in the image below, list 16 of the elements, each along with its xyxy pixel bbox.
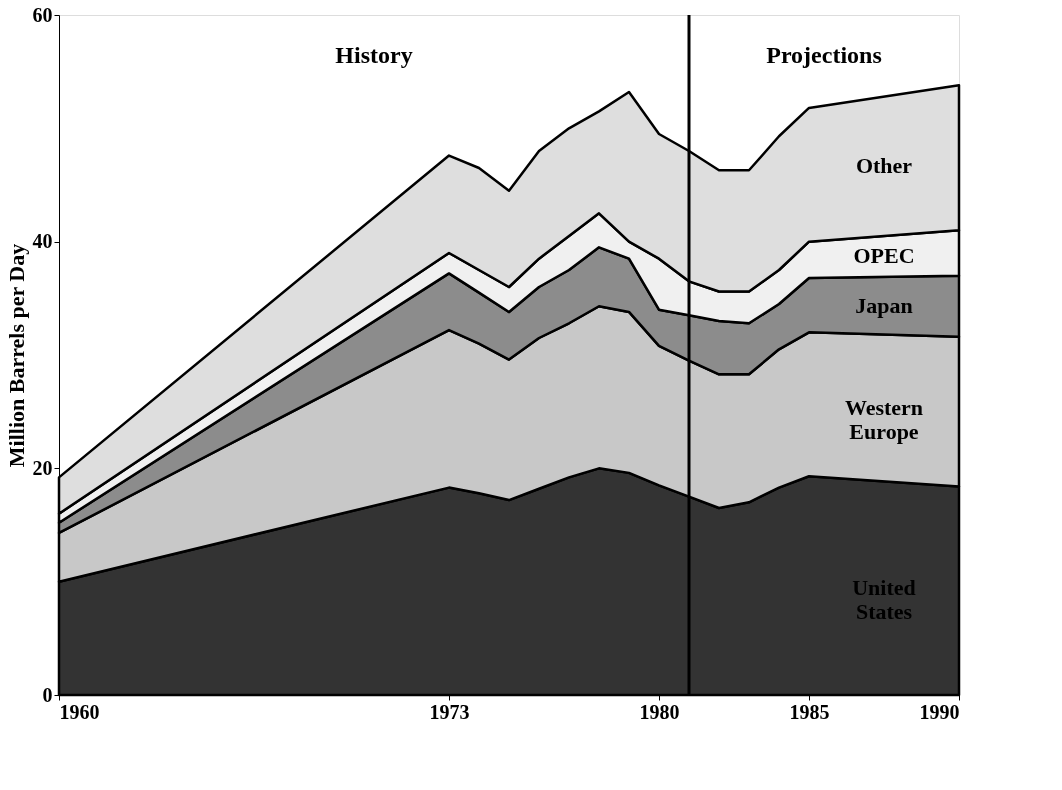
annotation: Projections (766, 41, 882, 68)
x-tick-label: 1990 (919, 700, 960, 723)
y-axis-title: Million Barrels per Day (3, 243, 29, 468)
x-tick-label: 1980 (639, 700, 680, 723)
y-tick-label: 20 (32, 456, 53, 479)
x-tick-label: 1973 (429, 700, 470, 723)
y-tick-label: 40 (32, 230, 53, 253)
series-label: Western Europe (844, 394, 924, 444)
y-tick-label: 0 (42, 683, 53, 706)
x-tick-label: 1985 (789, 700, 830, 723)
series-label: Japan (855, 292, 913, 318)
y-tick-label: 60 (32, 3, 53, 26)
annotation: History (335, 41, 413, 68)
x-tick-label: 1960 (59, 700, 100, 723)
series-label: Other (855, 153, 913, 179)
series-label: OPEC (853, 243, 915, 269)
